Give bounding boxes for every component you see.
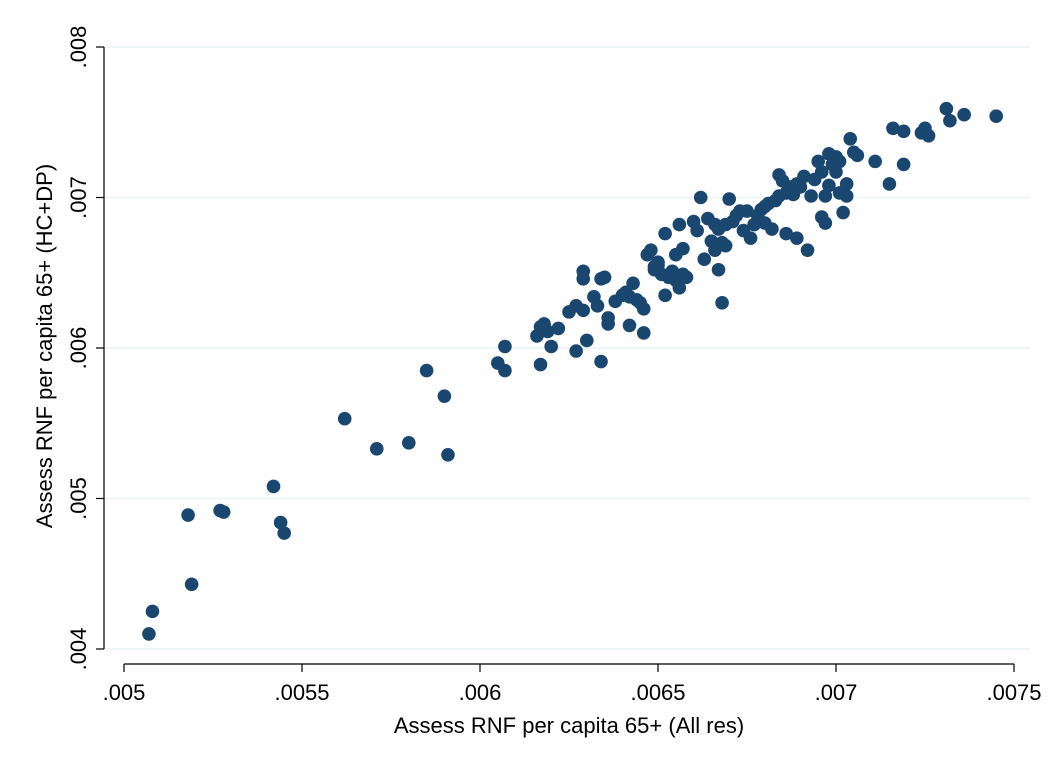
data-point-43 bbox=[622, 318, 637, 333]
y-axis-title: Assess RNF per capita 65+ (HC+DP) bbox=[32, 164, 57, 528]
data-point-44 bbox=[626, 276, 640, 291]
data-point-5 bbox=[216, 505, 231, 519]
data-point-108 bbox=[804, 189, 818, 203]
x-tick-label-5: .0075 bbox=[986, 680, 1041, 705]
data-point-80 bbox=[718, 238, 733, 253]
data-point-24 bbox=[551, 321, 566, 336]
data-point-68 bbox=[690, 223, 704, 238]
data-point-16 bbox=[498, 339, 512, 354]
data-point-66 bbox=[679, 270, 694, 285]
data-point-3 bbox=[184, 577, 199, 592]
data-point-23 bbox=[544, 339, 558, 354]
data-point-47 bbox=[636, 302, 651, 316]
data-point-137 bbox=[943, 113, 957, 128]
grid-lines bbox=[104, 46, 1030, 650]
data-point-127 bbox=[850, 148, 865, 163]
data-point-38 bbox=[601, 311, 615, 325]
data-point-2 bbox=[181, 508, 195, 522]
y-tick-label-4: .008 bbox=[66, 26, 91, 69]
data-point-8 bbox=[277, 526, 292, 540]
data-point-132 bbox=[896, 157, 911, 172]
data-point-113 bbox=[818, 216, 833, 230]
data-point-7 bbox=[273, 515, 288, 530]
data-point-81 bbox=[722, 192, 736, 206]
data-point-123 bbox=[839, 177, 854, 191]
data-point-105 bbox=[793, 180, 808, 194]
data-point-70 bbox=[697, 252, 712, 267]
data-point-11 bbox=[402, 436, 416, 450]
y-tick-label-2: .006 bbox=[66, 327, 91, 370]
data-point-10 bbox=[369, 442, 384, 456]
data-point-100 bbox=[779, 226, 793, 241]
data-point-131 bbox=[896, 124, 911, 139]
data-point-87 bbox=[743, 231, 758, 245]
data-point-129 bbox=[882, 177, 897, 191]
data-point-135 bbox=[921, 128, 936, 143]
data-point-50 bbox=[644, 243, 658, 257]
data-point-130 bbox=[886, 121, 900, 136]
x-tick-label-1: .0055 bbox=[274, 680, 329, 705]
axes: .005 .0055 .006 .0065 .007 .0075 .004 .005 .006.… bbox=[66, 26, 1042, 705]
data-point-64 bbox=[676, 241, 690, 256]
y-tick-label-3: .007 bbox=[66, 176, 91, 219]
data-point-110 bbox=[811, 154, 825, 169]
data-point-76 bbox=[711, 262, 726, 277]
data-point-63 bbox=[672, 281, 687, 295]
x-tick-label-3: .0065 bbox=[630, 680, 685, 705]
data-point-86 bbox=[740, 204, 754, 218]
data-point-35 bbox=[594, 354, 608, 369]
data-point-128 bbox=[868, 154, 882, 169]
data-point-27 bbox=[569, 344, 583, 358]
data-point-139 bbox=[989, 109, 1003, 124]
data-point-69 bbox=[693, 190, 708, 205]
data-point-62 bbox=[672, 217, 687, 232]
data-point-29 bbox=[576, 271, 591, 286]
data-point-33 bbox=[590, 299, 605, 313]
data-point-14 bbox=[441, 448, 455, 462]
data-point-12 bbox=[419, 363, 434, 378]
x-tick-label-0: .005 bbox=[103, 680, 146, 705]
data-point-136 bbox=[939, 101, 954, 116]
data-point-0 bbox=[142, 627, 156, 641]
data-point-56 bbox=[658, 226, 672, 241]
y-tick-label-0: .004 bbox=[66, 628, 91, 671]
data-point-1 bbox=[145, 604, 160, 619]
data-point-22 bbox=[540, 324, 555, 339]
data-point-125 bbox=[843, 132, 858, 146]
data-point-36 bbox=[597, 270, 612, 285]
x-axis-title: Assess RNF per capita 65+ (All res) bbox=[394, 713, 744, 738]
data-point-20 bbox=[533, 357, 548, 372]
data-point-78 bbox=[715, 296, 729, 310]
data-point-138 bbox=[957, 107, 971, 122]
data-point-120 bbox=[832, 154, 847, 169]
data-point-119 bbox=[829, 165, 843, 179]
data-point-31 bbox=[580, 333, 594, 348]
data-point-106 bbox=[797, 169, 811, 184]
data-point-9 bbox=[337, 411, 352, 426]
data-point-48 bbox=[636, 326, 651, 340]
x-tick-label-2: .006 bbox=[459, 680, 502, 705]
data-point-114 bbox=[818, 189, 833, 203]
x-tick-label-4: .007 bbox=[815, 680, 858, 705]
data-point-17 bbox=[498, 363, 512, 378]
data-point-57 bbox=[658, 288, 672, 303]
data-point-104 bbox=[790, 231, 804, 245]
data-point-30 bbox=[576, 303, 591, 318]
data-point-116 bbox=[822, 178, 836, 193]
data-point-107 bbox=[800, 243, 815, 257]
data-point-111 bbox=[814, 165, 829, 179]
data-point-122 bbox=[836, 205, 850, 220]
data-points bbox=[142, 101, 1003, 641]
data-point-6 bbox=[266, 479, 281, 494]
data-point-13 bbox=[437, 389, 452, 403]
data-point-94 bbox=[765, 222, 779, 236]
y-tick-label-1: .005 bbox=[66, 477, 91, 520]
data-point-124 bbox=[839, 189, 854, 203]
